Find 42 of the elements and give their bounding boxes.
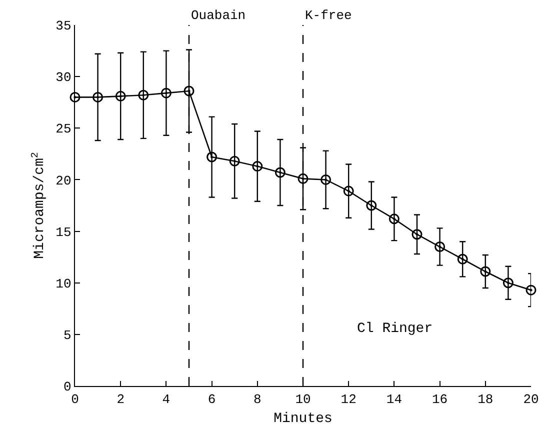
x-tick-label: 14: [386, 392, 402, 407]
x-tick-label: 6: [208, 392, 216, 407]
point: [252, 161, 263, 172]
x-tick-label: 16: [432, 392, 448, 407]
y-tick-label: 0: [63, 380, 72, 395]
y-tick-label: 15: [56, 224, 72, 240]
point: [206, 152, 218, 162]
point: [229, 156, 240, 166]
x-tick-label: 4: [162, 392, 170, 407]
point: [92, 92, 104, 102]
point: [138, 90, 149, 100]
x-tick-label: 2: [116, 392, 125, 407]
x-tick-label: 18: [478, 392, 494, 407]
point: [526, 284, 536, 296]
x-tick-label: 12: [340, 392, 356, 407]
y-tick-label: 25: [56, 122, 72, 137]
point: [434, 242, 446, 252]
point: [388, 214, 400, 224]
y-tick-label: 5: [63, 328, 72, 343]
point: [320, 174, 332, 185]
y-tick-label: 35: [56, 18, 72, 34]
point: [160, 88, 172, 98]
ref-line-label: Ouabain: [191, 8, 246, 23]
y-tick-label: 10: [56, 276, 72, 292]
x-tick-label: 10: [295, 392, 311, 407]
ref-line-label: K-free: [305, 8, 352, 23]
point: [343, 186, 354, 196]
point: [502, 278, 514, 288]
point: [298, 173, 308, 184]
x-tick-label: 8: [253, 392, 262, 407]
point: [366, 200, 377, 211]
y-tick-label: 30: [56, 70, 72, 86]
point: [457, 254, 468, 264]
point: [274, 167, 286, 178]
x-axis-title: Minutes: [274, 411, 332, 428]
annotation: Cl Ringer: [357, 321, 433, 337]
x-tick-label: 20: [523, 392, 539, 407]
point: [480, 266, 491, 277]
point: [412, 229, 422, 240]
y-tick-label: 20: [56, 173, 72, 188]
point: [115, 90, 126, 102]
point: [184, 86, 194, 96]
